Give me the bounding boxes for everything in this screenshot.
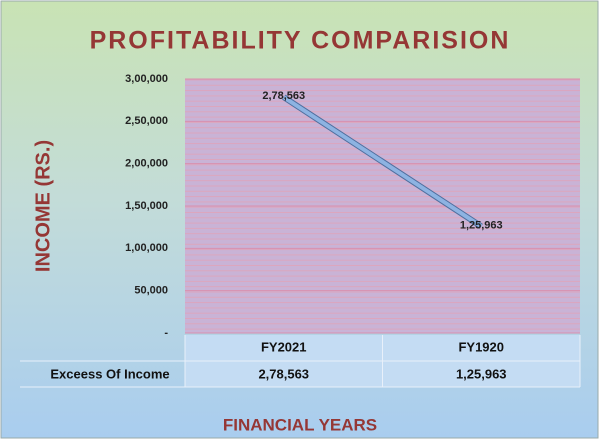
table-value: 2,78,563 — [258, 366, 309, 381]
y-tick-label: - — [164, 327, 168, 339]
data-label: 1,25,963 — [460, 219, 503, 231]
y-tick-label: 1,50,000 — [125, 200, 168, 212]
y-axis-title: INCOME (RS.) — [32, 140, 54, 272]
chart-title: PROFITABILITY COMPARISION — [90, 27, 511, 55]
x-axis-title: FINANCIAL YEARS — [223, 415, 377, 434]
x-tick-label: FY1920 — [458, 339, 504, 354]
y-tick-label: 2,00,000 — [125, 158, 168, 170]
y-tick-label: 2,50,000 — [125, 115, 168, 127]
table-row-label: Exceess Of Income — [50, 366, 169, 381]
y-tick-label: 50,000 — [134, 285, 168, 297]
data-label: 2,78,563 — [262, 90, 305, 102]
table-value: 1,25,963 — [456, 366, 507, 381]
x-tick-label: FY2021 — [261, 339, 307, 354]
y-tick-label: 3,00,000 — [125, 73, 168, 85]
y-tick-label: 1,00,000 — [125, 242, 168, 254]
line — [282, 95, 483, 229]
